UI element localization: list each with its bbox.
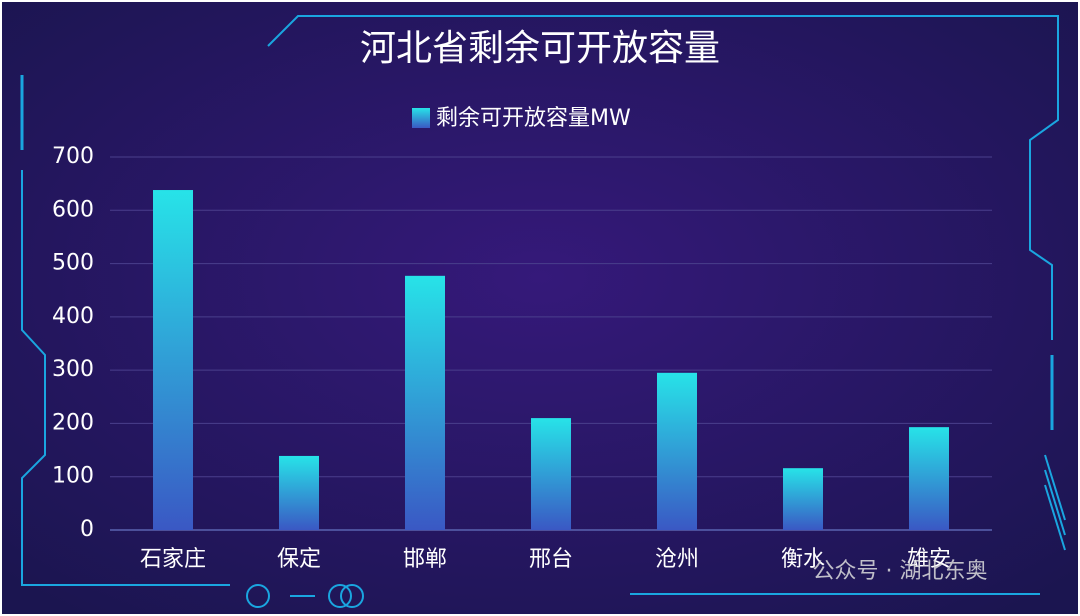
watermark: 公众号 · 湖北东奥 [813,559,988,584]
chart-title: 河北省剩余可开放容量 [360,28,720,69]
x-tick-label: 石家庄 [140,547,206,572]
y-tick-label: 700 [52,144,94,169]
x-tick-label: 雄安 [907,547,951,572]
bar [531,418,571,530]
legend-swatch [412,108,430,128]
y-tick-label: 600 [52,197,94,222]
bar [153,190,193,530]
y-tick-label: 0 [80,517,94,542]
legend-label: 剩余可开放容量MW [436,106,631,131]
y-tick-label: 300 [52,357,94,382]
y-tick-label: 100 [52,464,94,489]
x-tick-label: 邢台 [529,547,573,572]
y-tick-label: 400 [52,304,94,329]
x-tick-label: 保定 [277,547,321,572]
frame-decoration [20,15,1066,608]
x-tick-label: 衡水 [781,547,825,572]
bar [279,455,319,530]
bar [405,275,445,530]
bar [657,372,697,530]
y-tick-label: 200 [52,410,94,435]
bar [783,468,823,530]
x-tick-label: 邯郸 [403,547,447,572]
y-tick-label: 500 [52,251,94,276]
bar [909,427,949,530]
x-tick-label: 沧州 [655,547,699,572]
